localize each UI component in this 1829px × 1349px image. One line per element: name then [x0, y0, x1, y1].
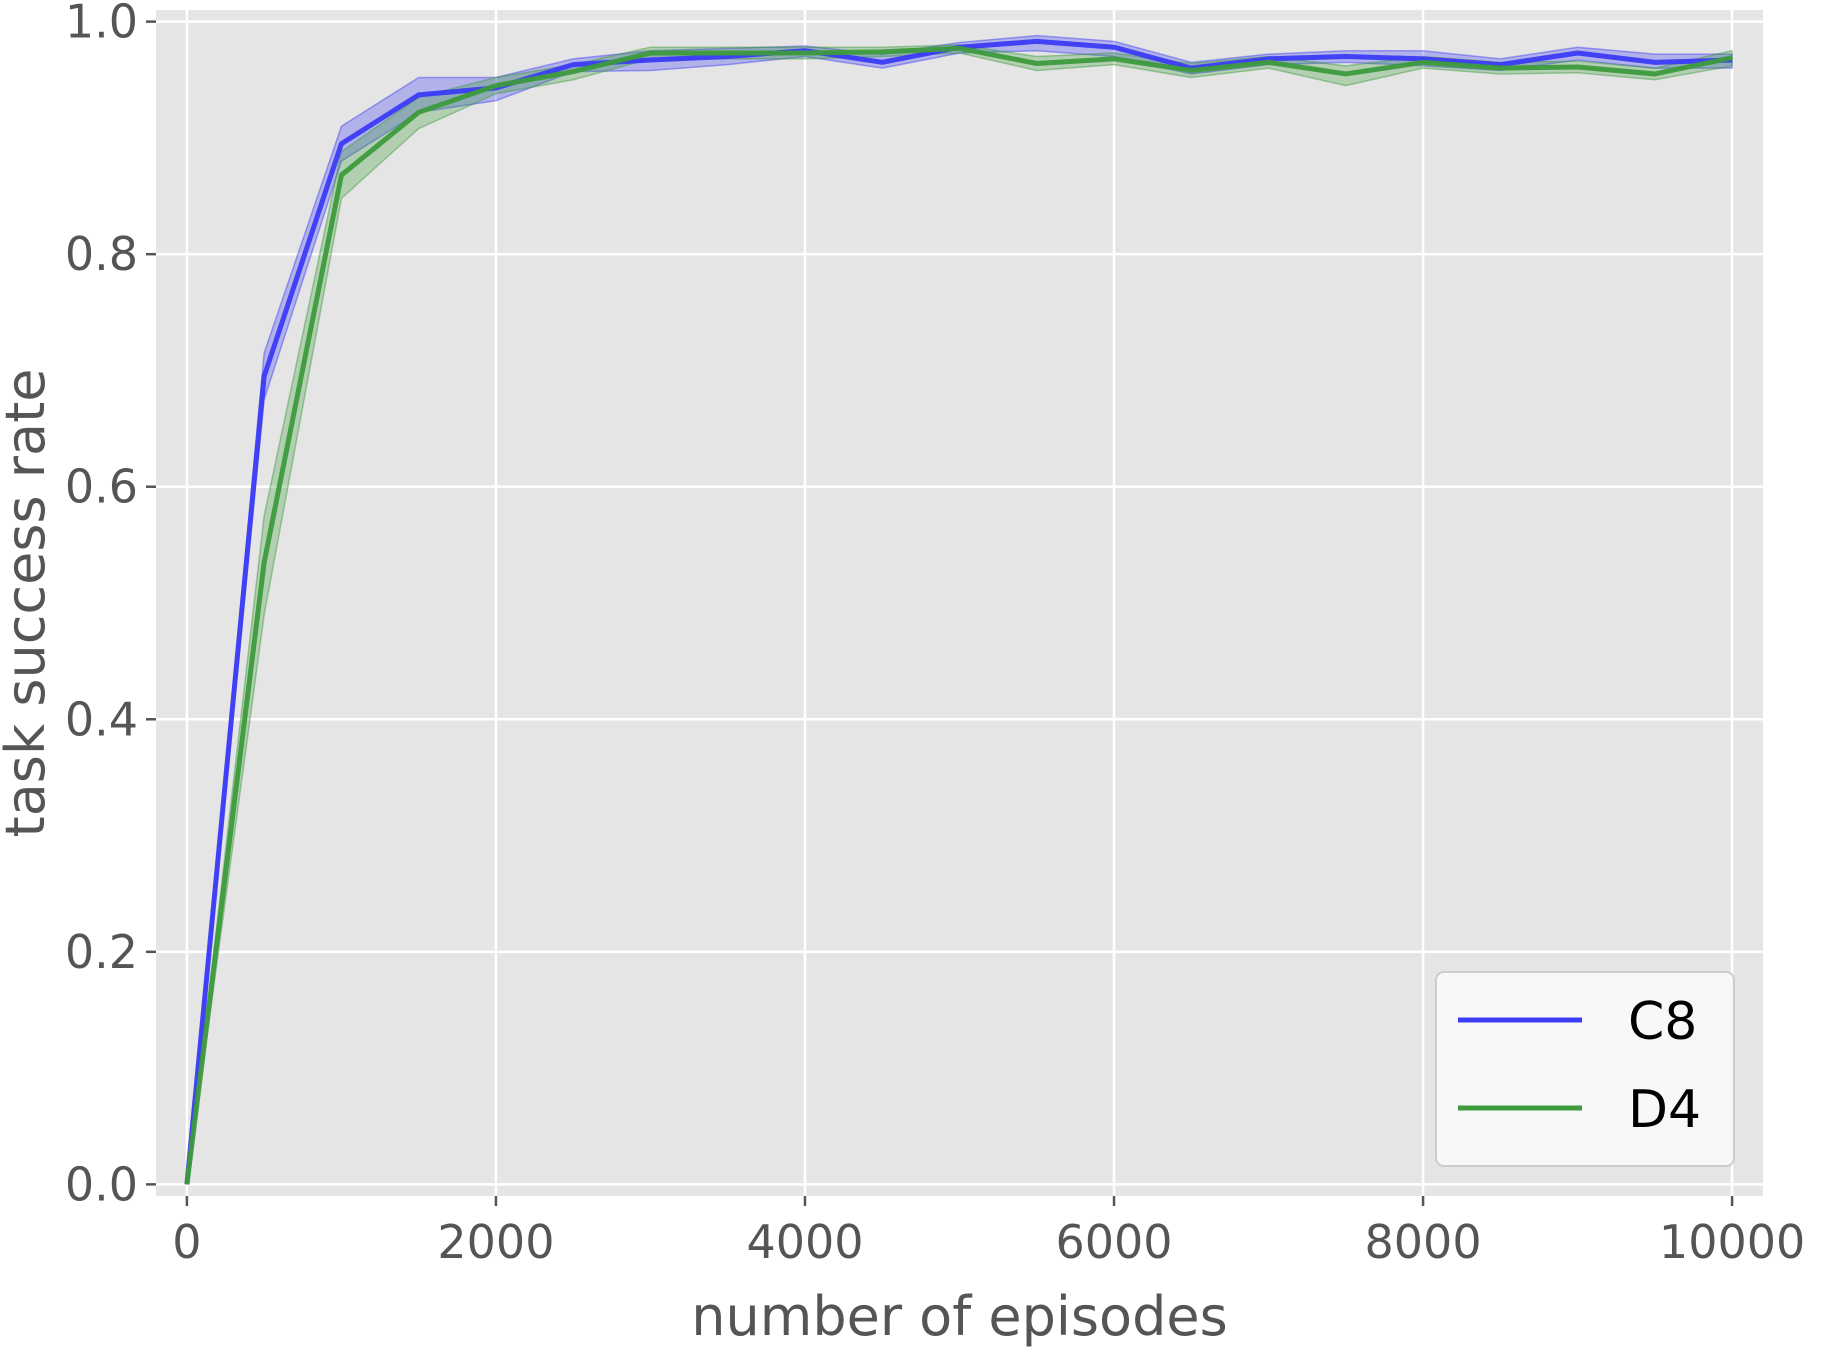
x-tick-label: 10000 — [1659, 1215, 1805, 1269]
x-axis-label: number of episodes — [691, 1285, 1227, 1348]
x-tick-label: 4000 — [746, 1215, 863, 1269]
y-axis-label: task success rate — [0, 369, 57, 838]
x-tick-label: 8000 — [1365, 1215, 1482, 1269]
y-tick-label: 0.8 — [65, 227, 138, 281]
legend-label-c8: C8 — [1628, 992, 1697, 1052]
y-tick-label: 1.0 — [65, 0, 138, 49]
y-tick-label: 0.2 — [65, 925, 138, 979]
x-tick-label: 6000 — [1055, 1215, 1172, 1269]
y-tick-label: 0.6 — [65, 460, 138, 514]
series-line-d4 — [184, 45, 1733, 1185]
y-tick-label: 0.4 — [65, 692, 138, 746]
x-tick-label: 2000 — [437, 1215, 554, 1269]
x-tick-label: 0 — [172, 1215, 201, 1269]
y-tick-label: 0.0 — [65, 1157, 138, 1211]
x-axis-ticks: 0 2000 4000 6000 8000 10000 — [172, 1196, 1805, 1269]
y-axis-ticks: 0.0 0.2 0.4 0.6 0.8 1.0 — [65, 0, 156, 1211]
legend-label-d4: D4 — [1628, 1080, 1701, 1140]
series-lines — [184, 38, 1733, 1185]
grid-lines — [156, 10, 1763, 1196]
